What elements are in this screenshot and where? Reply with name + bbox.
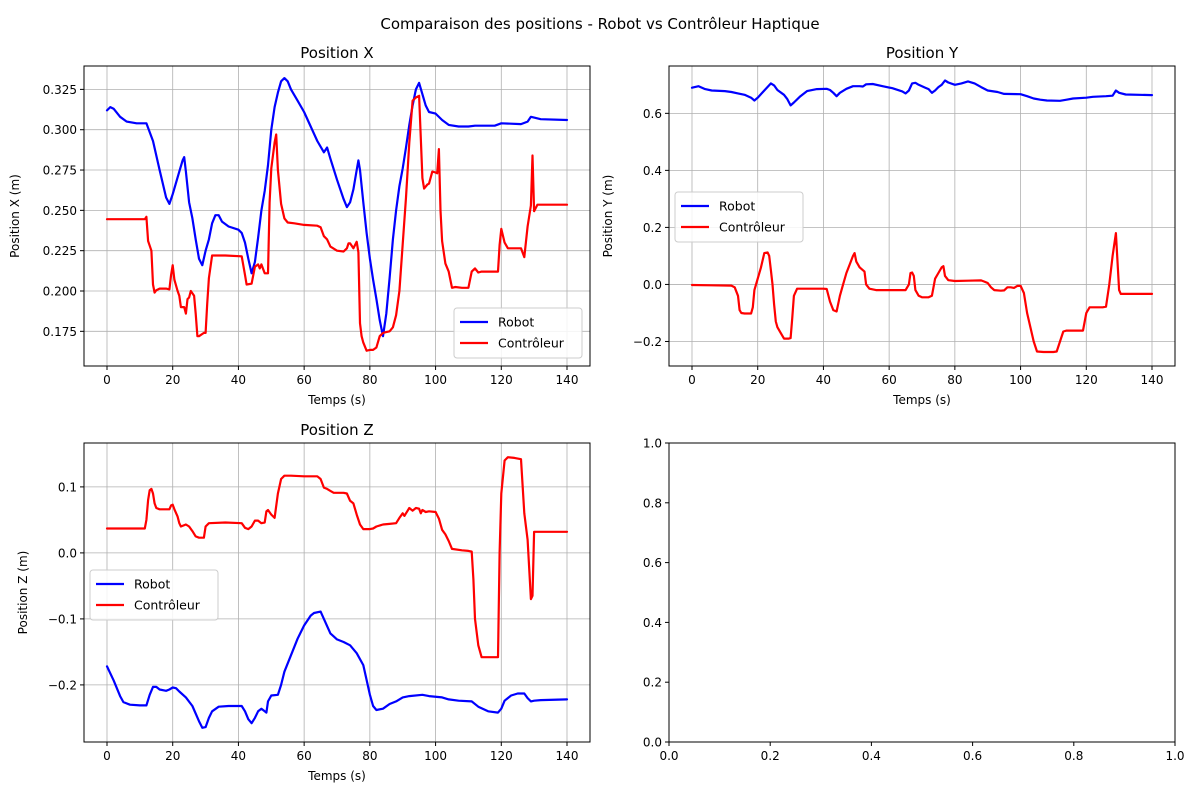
position-y-ytick-label-0: −0.2: [633, 335, 662, 349]
position-x-xtick-label-4: 80: [362, 373, 377, 387]
position-y-chart: 0 20 40 60 80 100 120 140 −0.2 0.0 0.2 0.4 0.6 Positi…: [601, 44, 1176, 407]
position-z-ytick-label-0: −0.2: [48, 678, 77, 692]
position-z-legend-label-robot: Robot: [134, 577, 170, 592]
position-z-series-robot-line: [105, 610, 569, 729]
position-x-ytick-label-0: 0.175: [43, 325, 77, 339]
position-x-ytick-label-5: 0.300: [43, 123, 77, 137]
position-y-xtick-label-6: 120: [1075, 373, 1098, 387]
position-x-legend-label-robot: Robot: [498, 315, 534, 330]
empty-axes-ytick-label-2: 0.4: [643, 616, 662, 630]
position-z-ytick-label-3: 0.1: [58, 480, 77, 494]
position-x-legend: Robot Contrôleur: [453, 307, 583, 359]
position-z-xtick-label-7: 140: [556, 749, 579, 763]
position-y-axes-frame: [668, 65, 1176, 367]
empty-axes-ytick-label-3: 0.6: [643, 556, 662, 570]
position-y-ytick-label-2: 0.2: [643, 221, 662, 235]
position-y-ytick-label-3: 0.4: [643, 164, 662, 178]
empty-axes-ytick-label-4: 0.8: [643, 496, 662, 510]
empty-axes-xtick-label-0: 0.0: [659, 749, 678, 763]
empty-axes-axes-frame: [668, 442, 1176, 743]
position-z-xtick-label-1: 20: [165, 749, 180, 763]
position-z-xtick-label-3: 60: [297, 749, 312, 763]
empty-axes-xtick-label-3: 0.6: [963, 749, 982, 763]
position-z-xtick-label-0: 0: [103, 749, 111, 763]
position-x-xtick-label-6: 120: [490, 373, 513, 387]
position-y-xtick-label-5: 100: [1009, 373, 1032, 387]
position-y-ylabel: Position Y (m): [601, 175, 615, 258]
position-x-legend-box: [453, 307, 583, 359]
position-y-xtick-label-0: 0: [688, 373, 696, 387]
position-x-xtick-label-2: 40: [231, 373, 246, 387]
position-z-legend: Robot Contrôleur: [89, 569, 219, 621]
position-x-xtick-label-3: 60: [297, 373, 312, 387]
position-y-xtick-label-2: 40: [816, 373, 831, 387]
position-y-ytick-label-4: 0.6: [643, 107, 662, 121]
empty-axes-chart: 0.0 0.2 0.4 0.6 0.8 1.0 0.0 0.2 0.4 0.6 0.8 1.0: [643, 437, 1185, 764]
position-y-legend-box: [674, 191, 804, 243]
position-y-legend-label-robot: Robot: [719, 199, 755, 214]
position-z-xtick-label-5: 100: [424, 749, 447, 763]
position-z-ytick-label-1: −0.1: [48, 612, 77, 626]
empty-axes-ytick-label-0: 0.0: [643, 736, 662, 750]
position-z-xtick-label-4: 80: [362, 749, 377, 763]
position-x-xlabel: Temps (s): [307, 393, 366, 407]
position-x-axes-frame: [83, 65, 591, 367]
position-z-axes-frame: [83, 442, 591, 743]
empty-axes-ytick-label-1: 0.2: [643, 676, 662, 690]
position-y-legend-label-controleur: Contrôleur: [719, 220, 786, 235]
position-z-xtick-label-6: 120: [490, 749, 513, 763]
position-x-xtick-label-1: 20: [165, 373, 180, 387]
position-z-legend-label-controleur: Contrôleur: [134, 598, 201, 613]
position-y-legend: Robot Contrôleur: [674, 191, 804, 243]
position-y-xtick-label-7: 140: [1141, 373, 1164, 387]
position-y-xtick-label-3: 60: [882, 373, 897, 387]
position-z-ylabel: Position Z (m): [16, 551, 30, 635]
position-x-ytick-label-6: 0.325: [43, 83, 77, 97]
position-x-xtick-label-7: 140: [556, 373, 579, 387]
position-x-xtick-label-5: 100: [424, 373, 447, 387]
position-z-ytick-label-2: 0.0: [58, 546, 77, 560]
empty-axes-xtick-label-2: 0.4: [862, 749, 881, 763]
position-y-xlabel: Temps (s): [892, 393, 951, 407]
position-z-xtick-label-2: 40: [231, 749, 246, 763]
empty-axes-xtick-label-4: 0.8: [1064, 749, 1083, 763]
position-x-ytick-label-4: 0.275: [43, 164, 77, 178]
empty-axes-xtick-label-5: 1.0: [1165, 749, 1184, 763]
position-x-ytick-label-3: 0.250: [43, 204, 77, 218]
figure-suptitle: Comparaison des positions - Robot vs Con…: [380, 15, 819, 33]
position-x-legend-label-controleur: Contrôleur: [498, 336, 565, 351]
position-y-title: Position Y: [886, 44, 959, 62]
position-z-title: Position Z: [300, 421, 373, 439]
position-x-series-controleur-line: [105, 94, 569, 352]
position-y-xtick-label-4: 80: [947, 373, 962, 387]
position-x-ytick-label-1: 0.200: [43, 285, 77, 299]
position-y-ytick-label-1: 0.0: [643, 278, 662, 292]
position-x-title: Position X: [300, 44, 373, 62]
position-z-xlabel: Temps (s): [307, 769, 366, 783]
position-x-chart: 0 20 40 60 80 100 120 140 0.175 0.200 0.225 0.250 0.…: [8, 44, 591, 407]
position-x-series-robot-line: [105, 77, 569, 338]
position-x-ylabel: Position X (m): [8, 174, 22, 258]
position-y-xtick-label-1: 20: [750, 373, 765, 387]
position-z-legend-box: [89, 569, 219, 621]
position-z-series-controleur-line: [105, 456, 569, 659]
position-z-chart: 0 20 40 60 80 100 120 140 −0.2 −0.1 0.0 0.1 Position…: [16, 421, 591, 783]
position-x-xtick-label-0: 0: [103, 373, 111, 387]
position-x-ytick-label-2: 0.225: [43, 244, 77, 258]
position-y-series-controleur-line: [690, 232, 1154, 354]
empty-axes-xtick-label-1: 0.2: [761, 749, 780, 763]
empty-axes-ytick-label-5: 1.0: [643, 437, 662, 451]
position-y-series-robot-line: [690, 79, 1154, 107]
